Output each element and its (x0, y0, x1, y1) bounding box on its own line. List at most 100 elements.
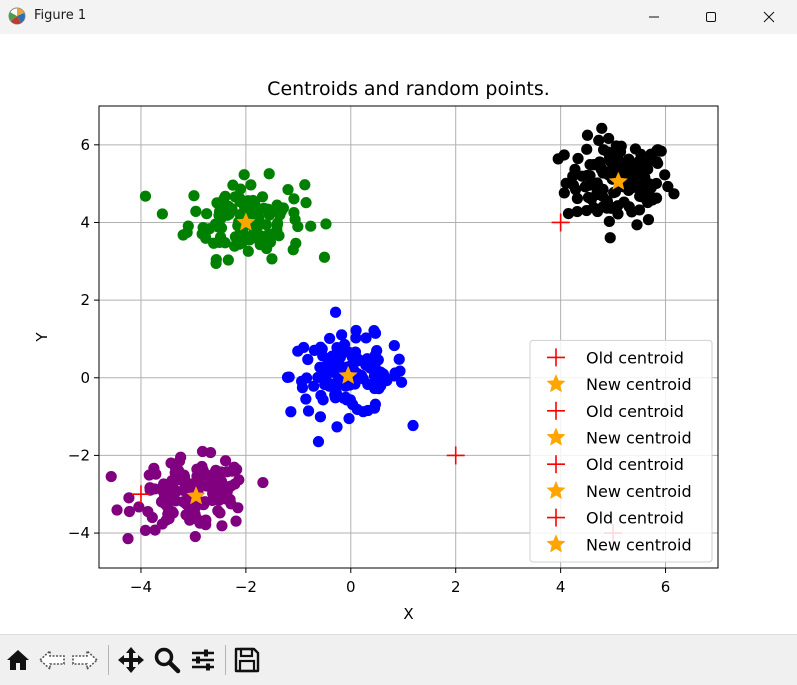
scatter-point (288, 206, 300, 219)
scatter-point (245, 179, 257, 191)
scatter-points (105, 122, 680, 545)
zoom-button[interactable] (152, 645, 182, 675)
legend-label: Old centroid (586, 455, 684, 474)
scatter-point (312, 436, 325, 448)
scatter-point (364, 362, 376, 374)
scatter-point (329, 392, 342, 404)
scatter-point (222, 254, 234, 266)
old-centroid-marker (551, 213, 570, 232)
save-icon (234, 647, 260, 673)
configure-subplots-button[interactable] (188, 645, 218, 675)
y-tick-label: −4 (68, 524, 90, 542)
scatter-point (139, 190, 152, 202)
scatter-point (652, 144, 664, 156)
scatter-point (567, 170, 579, 182)
maximize-button[interactable] (682, 0, 740, 34)
configure-subplots-icon (192, 649, 214, 671)
scatter-point (234, 196, 246, 208)
legend-label: New centroid (586, 535, 692, 554)
close-button[interactable] (740, 0, 797, 34)
scatter-point (651, 155, 663, 168)
scatter-point (156, 208, 168, 220)
legend-label: New centroid (586, 375, 692, 394)
scatter-point (314, 341, 327, 353)
scatter-point (323, 356, 335, 368)
scatter-point (388, 339, 400, 352)
scatter-point (133, 501, 145, 513)
scatter-point (215, 475, 228, 487)
scatter-point (318, 251, 331, 263)
scatter-point (210, 464, 222, 476)
back-button[interactable] (37, 645, 67, 675)
legend: Old centroid New centroid Old centroid New … (529, 339, 713, 563)
scatter-point (200, 519, 212, 531)
minimize-icon (649, 16, 659, 18)
scatter-point (596, 122, 608, 134)
scatter-point (256, 191, 269, 203)
scatter-point (581, 129, 594, 141)
scatter-point (155, 496, 168, 508)
legend-new-centroid-marker (546, 534, 566, 553)
scatter-point (271, 199, 283, 211)
scatter-point (331, 421, 343, 433)
scatter-point (343, 412, 355, 425)
scatter-point (166, 476, 178, 489)
scatter-point (229, 478, 241, 490)
back-icon (38, 649, 65, 671)
scatter-point (316, 370, 329, 382)
scatter-point (619, 168, 631, 180)
scatter-point (123, 492, 135, 504)
scatter-point (271, 217, 284, 229)
scatter-point (287, 244, 299, 256)
scatter-point (558, 187, 570, 199)
scatter-point (188, 190, 200, 202)
scatter-point (201, 469, 213, 481)
scatter-point (214, 231, 227, 243)
scatter-point (219, 455, 232, 467)
scatter-point (609, 156, 621, 168)
chart-title: Centroids and random points. (267, 78, 550, 100)
scatter-point (614, 146, 627, 158)
scatter-point (360, 332, 372, 344)
scatter-point (308, 380, 320, 392)
scatter-point (169, 462, 182, 474)
scatter-point (642, 163, 654, 175)
legend-old-centroid-marker (547, 455, 565, 474)
scatter-point (588, 202, 600, 214)
home-button[interactable] (3, 645, 33, 675)
scatter-point (146, 511, 158, 524)
new-centroid-marker (608, 171, 628, 190)
scatter-point (139, 524, 152, 536)
new-centroid-marker (338, 365, 358, 385)
scatter-point (228, 240, 241, 252)
scatter-point (122, 533, 134, 545)
save-button[interactable] (232, 645, 262, 675)
scatter-point (372, 354, 384, 366)
scatter-point (296, 382, 309, 394)
scatter-point (604, 232, 616, 244)
scatter-point (292, 220, 304, 233)
scatter-point (407, 419, 419, 432)
scatter-point (189, 530, 201, 543)
scatter-point (266, 253, 278, 265)
minimize-button[interactable] (625, 0, 683, 34)
scatter-point (207, 487, 219, 500)
scatter-point (175, 451, 187, 463)
scatter-point (375, 366, 387, 378)
legend-old-centroid-marker (547, 401, 565, 420)
scatter-point (285, 406, 297, 418)
toolbar-separator (108, 645, 109, 675)
scatter-point (623, 201, 635, 213)
forward-button[interactable] (70, 645, 100, 675)
scatter-point (234, 183, 247, 195)
close-icon (763, 11, 775, 23)
scatter-point (571, 192, 583, 205)
toolbar-separator (225, 645, 226, 675)
axis-ticks: −4 −2 0 2 4 6 −4 −2 0 2 4 6 (68, 136, 670, 596)
scatter-point (623, 153, 635, 165)
figure-canvas[interactable]: −4 −2 0 2 4 6 −4 −2 0 2 4 6 Centroids and random po… (0, 34, 797, 634)
pan-button[interactable] (116, 645, 146, 675)
y-tick-label: 0 (80, 369, 90, 387)
scatter-point (633, 155, 645, 168)
legend-label: New centroid (586, 429, 692, 448)
